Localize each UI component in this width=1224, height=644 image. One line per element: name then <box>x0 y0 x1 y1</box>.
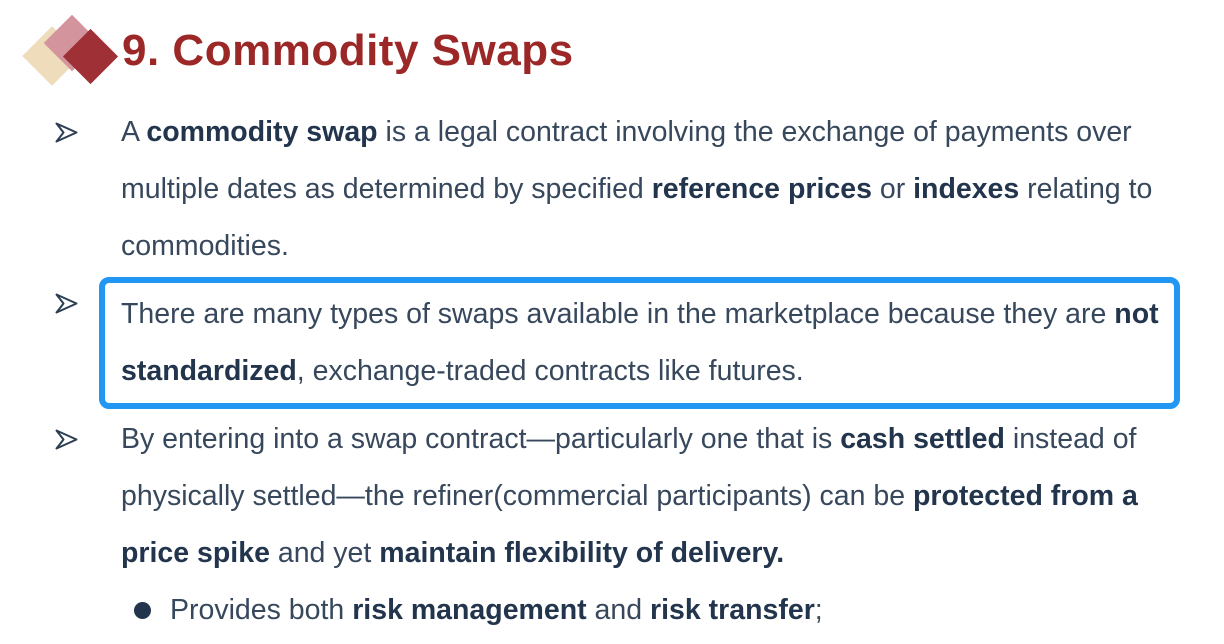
bullet-marker <box>48 411 121 468</box>
page-title: 9. Commodity Swaps <box>122 26 574 75</box>
sub-bullet-item: Provides both risk management and risk t… <box>134 582 1168 639</box>
sub-bullet-paragraph: Provides both risk management and risk t… <box>170 594 823 626</box>
slide-body: A commodity swap is a legal contract inv… <box>0 100 1224 639</box>
bullet-marker <box>48 104 121 161</box>
bullet-item-3: By entering into a swap contract—particu… <box>48 411 1168 582</box>
arrow-bullet-icon <box>55 429 78 450</box>
bullet-paragraph: By entering into a swap contract—particu… <box>121 423 1138 569</box>
bullet-marker <box>48 275 121 332</box>
arrow-bullet-icon <box>55 122 78 143</box>
slide-header: 9. Commodity Swaps <box>0 0 1224 100</box>
highlighted-bullet-paragraph: There are many types of swaps available … <box>99 277 1180 409</box>
bullet-item-2: There are many types of swaps available … <box>48 275 1180 411</box>
bullet-paragraph: A commodity swap is a legal contract inv… <box>121 116 1153 262</box>
bullet-marker <box>134 582 170 639</box>
filled-circle-bullet-icon <box>134 602 151 619</box>
diamond-decoration-icon <box>22 6 122 98</box>
bullet-item-1: A commodity swap is a legal contract inv… <box>48 104 1168 275</box>
arrow-bullet-icon <box>55 293 78 314</box>
